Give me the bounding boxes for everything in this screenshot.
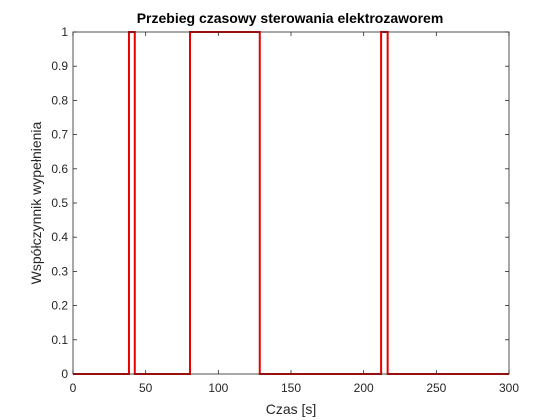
y-tick-label: 0.7 (51, 128, 68, 142)
y-tick-label: 0.8 (51, 93, 68, 107)
x-axis-label: Czas [s] (266, 401, 317, 417)
chart-title: Przebieg czasowy sterowania elektrozawor… (137, 10, 444, 26)
y-tick-label: 0.4 (51, 230, 68, 244)
ticks-layer: 0 50 100 150 200 250 300 0 0.1 0.2 0.3 0.4 0.5 0.6 0.7… (51, 25, 519, 395)
x-tick-label: 100 (208, 381, 228, 395)
x-tick-label: 300 (499, 381, 519, 395)
y-tick-label: 1 (61, 25, 68, 39)
x-tick-label: 250 (426, 381, 446, 395)
x-tick-label: 50 (139, 381, 153, 395)
y-tick-label: 0.2 (51, 299, 68, 313)
x-tick-label: 0 (70, 381, 77, 395)
y-tick-label: 0.5 (51, 196, 68, 210)
y-tick-label: 0.3 (51, 264, 68, 278)
y-tick-label: 0 (61, 367, 68, 381)
plot-area (73, 32, 509, 374)
axes-box (72, 31, 510, 375)
y-tick-label: 0.6 (51, 162, 68, 176)
x-tick-label: 150 (281, 381, 301, 395)
y-axis-label: Współczynnik wypełnienia (28, 121, 44, 284)
y-tick-label: 0.1 (51, 333, 68, 347)
y-tick-label: 0.9 (51, 59, 68, 73)
x-tick-label: 200 (354, 381, 374, 395)
